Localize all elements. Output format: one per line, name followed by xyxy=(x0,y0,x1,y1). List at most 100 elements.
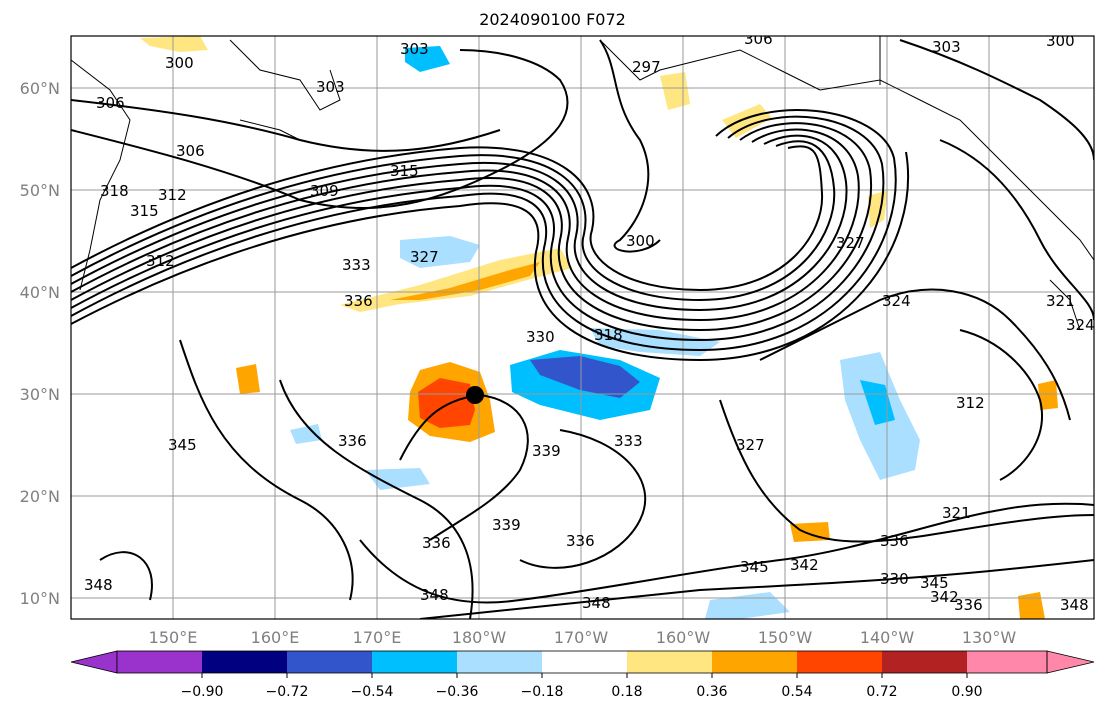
colorbar-segment xyxy=(627,651,712,673)
colorbar-segment xyxy=(797,651,882,673)
longitude-labels: 150°E 160°E 170°E 180°W 170°W 160°W 150°… xyxy=(149,628,1017,647)
contour-label: 315 xyxy=(130,202,159,220)
colorbar: −0.90 −0.72 −0.54 −0.36 −0.18 0.18 0.36 … xyxy=(70,650,1095,700)
colorbar-segment xyxy=(70,650,118,674)
positive-anomaly-north-3 xyxy=(722,104,772,138)
positive-anomaly-south-2 xyxy=(1018,592,1045,619)
contour-label: 300 xyxy=(626,232,655,250)
colorbar-segment xyxy=(202,651,287,673)
positive-anomaly-north-1 xyxy=(140,36,208,52)
colorbar-segment xyxy=(372,651,457,673)
contour-label: 300 xyxy=(165,54,194,72)
contour-label: 306 xyxy=(96,94,125,112)
contour-label: 333 xyxy=(614,432,643,450)
contour-label: 309 xyxy=(310,182,339,200)
contour-label: 339 xyxy=(492,516,521,534)
negative-anomaly-small-north xyxy=(405,46,450,72)
contour-label: 336 xyxy=(422,534,451,552)
colorbar-tick-label: −0.18 xyxy=(521,684,564,700)
colorbar-tick-label: 0.18 xyxy=(611,684,642,700)
lon-label: 170°W xyxy=(554,628,609,647)
negative-anomaly-north xyxy=(400,236,480,268)
lon-label: 150°W xyxy=(758,628,813,647)
lon-label: 130°W xyxy=(962,628,1017,647)
lon-label: 180°W xyxy=(452,628,507,647)
contour-label: 303 xyxy=(932,38,961,56)
lat-label: 30°N xyxy=(20,385,60,404)
contour-label: 345 xyxy=(168,436,197,454)
positive-anomaly-north-2 xyxy=(660,72,690,110)
contour-label: 318 xyxy=(594,326,623,344)
lon-label: 140°W xyxy=(860,628,915,647)
contour-labels: 303 306 300 297 303 300 306 303 306 318 … xyxy=(84,30,1094,614)
lon-label: 150°E xyxy=(149,628,198,647)
contour-label: 336 xyxy=(880,532,909,550)
contour-label: 339 xyxy=(532,442,561,460)
negative-anomaly-southeast-core xyxy=(860,380,895,425)
contour-label: 342 xyxy=(790,556,819,574)
coastlines xyxy=(71,36,1094,331)
contour-label: 336 xyxy=(338,432,367,450)
colorbar-segment xyxy=(712,651,797,673)
negative-anomaly-bottom xyxy=(705,592,790,619)
lon-label: 160°E xyxy=(251,628,300,647)
contour-label: 348 xyxy=(582,594,611,612)
positive-anomaly-west-small xyxy=(236,364,260,394)
contour-label: 318 xyxy=(100,182,129,200)
colorbar-segment xyxy=(967,651,1047,673)
contour-label: 312 xyxy=(956,394,985,412)
contour-label: 312 xyxy=(146,252,175,270)
colorbar-segment xyxy=(287,651,372,673)
contour-label: 336 xyxy=(954,596,983,614)
contour-label: 327 xyxy=(410,248,439,266)
colorbar-tick-label: 0.54 xyxy=(781,684,812,700)
positive-anomaly-jet xyxy=(340,248,572,312)
colorbar-segment xyxy=(1046,650,1095,674)
contour-label: 348 xyxy=(420,586,449,604)
contour-label: 303 xyxy=(400,40,429,58)
colorbar-tick-label: −0.72 xyxy=(266,684,309,700)
contour-label: 306 xyxy=(176,142,205,160)
contour-label: 324 xyxy=(882,292,911,310)
lat-label: 10°N xyxy=(20,589,60,608)
positive-anomaly-east-small xyxy=(1038,380,1058,410)
negative-anomaly-south xyxy=(365,468,430,490)
contour-label: 345 xyxy=(920,574,949,592)
contour-label: 330 xyxy=(880,570,909,588)
contour-label: 336 xyxy=(566,532,595,550)
contour-label: 327 xyxy=(836,234,865,252)
lon-label: 160°W xyxy=(656,628,711,647)
colorbar-tick-label: 0.72 xyxy=(866,684,897,700)
map-layers: 303 306 300 297 303 300 306 303 306 318 … xyxy=(71,30,1094,619)
map-title: 2024090100 F072 xyxy=(479,10,626,29)
lat-label: 40°N xyxy=(20,283,60,302)
colorbar-segment xyxy=(542,651,627,673)
colorbar-frame xyxy=(116,650,1048,674)
storm-center-marker xyxy=(466,386,484,404)
colorbar-tick-label: −0.36 xyxy=(436,684,479,700)
strong-negative-anomaly-east xyxy=(530,356,640,398)
contour-label: 312 xyxy=(158,186,187,204)
contour-label: 315 xyxy=(390,162,419,180)
lat-label: 60°N xyxy=(20,79,60,98)
colorbar-segment xyxy=(117,651,202,673)
lon-label: 170°E xyxy=(353,628,402,647)
negative-anomaly-west xyxy=(290,424,322,444)
contour-label: 345 xyxy=(740,558,769,576)
contour-label: 333 xyxy=(342,256,371,274)
contour-label: 327 xyxy=(736,436,765,454)
colorbar-tick-label: −0.54 xyxy=(351,684,394,700)
map-frame xyxy=(70,35,1095,620)
contour-label: 330 xyxy=(526,328,555,346)
contour-lines xyxy=(71,39,1094,619)
contour-label: 306 xyxy=(744,30,773,48)
contour-label: 321 xyxy=(1046,292,1075,310)
contour-label: 303 xyxy=(316,78,345,96)
contour-label: 342 xyxy=(930,588,959,606)
contour-label: 297 xyxy=(632,58,661,76)
colorbar-segment xyxy=(457,651,542,673)
contour-label: 348 xyxy=(1060,596,1089,614)
contour-label: 300 xyxy=(1046,32,1075,50)
lat-label: 50°N xyxy=(20,181,60,200)
contour-label: 321 xyxy=(942,504,971,522)
